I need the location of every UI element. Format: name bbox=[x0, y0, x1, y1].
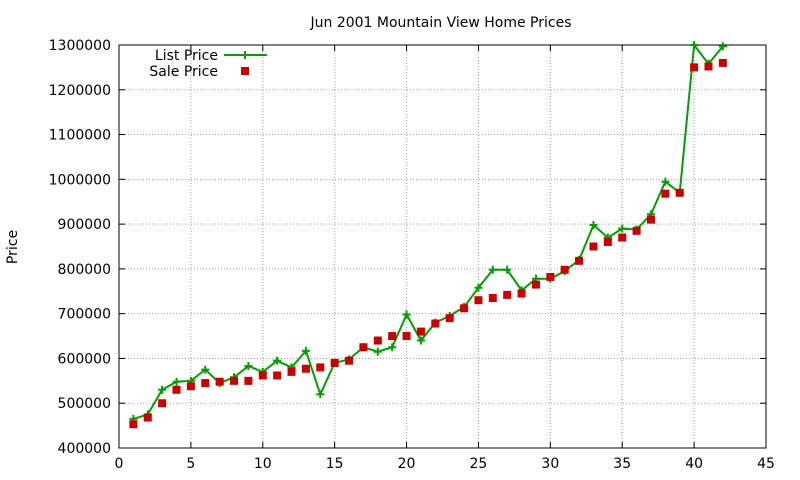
data-point bbox=[359, 343, 368, 352]
data-point bbox=[388, 343, 397, 352]
y-tick-label: 1100000 bbox=[49, 128, 111, 144]
data-point bbox=[345, 356, 354, 365]
x-tick-label: 5 bbox=[186, 456, 195, 472]
y-tick-label: 1200000 bbox=[49, 83, 111, 99]
legend-label: List Price bbox=[155, 48, 218, 64]
x-tick-label: 10 bbox=[254, 456, 272, 472]
legend-marker bbox=[241, 51, 249, 59]
data-point bbox=[603, 238, 612, 247]
y-tick-label: 800000 bbox=[58, 262, 111, 278]
data-point bbox=[230, 376, 239, 385]
y-tick-label: 700000 bbox=[58, 307, 111, 323]
data-point bbox=[172, 377, 181, 386]
data-point bbox=[388, 332, 397, 341]
y-tick-label: 600000 bbox=[58, 351, 111, 367]
data-point bbox=[416, 336, 425, 345]
data-point bbox=[618, 224, 627, 233]
data-point bbox=[301, 364, 310, 373]
data-point bbox=[661, 177, 670, 186]
data-point bbox=[474, 283, 483, 292]
data-point bbox=[287, 367, 296, 376]
data-point bbox=[258, 371, 267, 380]
x-tick-label: 0 bbox=[115, 456, 124, 472]
data-point bbox=[215, 377, 224, 386]
y-tick-label: 900000 bbox=[58, 217, 111, 233]
legend-item: Sale Price bbox=[149, 64, 249, 80]
data-point bbox=[503, 265, 512, 274]
data-point bbox=[416, 327, 425, 336]
data-point bbox=[488, 265, 497, 274]
y-axis-label: Price bbox=[5, 230, 21, 264]
data-point bbox=[431, 319, 440, 328]
data-point bbox=[244, 362, 253, 371]
data-point bbox=[143, 413, 152, 422]
data-point bbox=[646, 215, 655, 224]
x-tick-label: 35 bbox=[613, 456, 631, 472]
y-tick-label: 500000 bbox=[58, 396, 111, 412]
data-point bbox=[589, 242, 598, 251]
series-layer bbox=[129, 41, 727, 429]
plot-frame bbox=[118, 44, 767, 449]
data-point bbox=[129, 420, 138, 429]
data-point bbox=[273, 356, 282, 365]
y-tick-label: 1300000 bbox=[49, 38, 111, 54]
data-point bbox=[373, 347, 382, 356]
x-tick-label: 20 bbox=[398, 456, 416, 472]
x-tick-label: 30 bbox=[541, 456, 559, 472]
data-point bbox=[158, 399, 167, 408]
data-point bbox=[560, 265, 569, 274]
data-point bbox=[690, 63, 699, 72]
legend-marker bbox=[241, 67, 249, 75]
data-point bbox=[718, 42, 727, 51]
y-tick-label: 1000000 bbox=[49, 172, 111, 188]
data-point bbox=[632, 226, 641, 235]
data-point bbox=[517, 289, 526, 298]
data-point bbox=[201, 365, 210, 374]
data-point bbox=[330, 358, 339, 367]
data-point bbox=[402, 332, 411, 341]
data-point bbox=[244, 376, 253, 385]
data-point bbox=[718, 58, 727, 67]
data-point bbox=[488, 293, 497, 302]
data-point bbox=[503, 290, 512, 299]
x-tick-label: 25 bbox=[470, 456, 488, 472]
data-point bbox=[301, 346, 310, 355]
grid bbox=[119, 45, 766, 448]
data-point bbox=[589, 221, 598, 230]
data-point bbox=[618, 233, 627, 242]
data-point bbox=[690, 41, 699, 49]
chart-title: Jun 2001 Mountain View Home Prices bbox=[310, 15, 572, 31]
data-point bbox=[445, 314, 454, 323]
x-tick-label: 15 bbox=[326, 456, 344, 472]
data-point bbox=[661, 189, 670, 198]
data-point bbox=[675, 188, 684, 197]
data-point bbox=[201, 379, 210, 388]
data-point bbox=[704, 62, 713, 71]
data-point bbox=[316, 363, 325, 372]
data-point bbox=[172, 385, 181, 394]
data-point bbox=[575, 256, 584, 265]
data-point bbox=[474, 296, 483, 305]
y-tick-label: 400000 bbox=[58, 441, 111, 457]
data-point bbox=[186, 382, 195, 391]
data-point bbox=[402, 310, 411, 319]
legend-item: List Price bbox=[155, 48, 267, 64]
series-sale-price bbox=[129, 58, 727, 429]
data-point bbox=[158, 385, 167, 394]
axis-ticks: 0 5 10 15 20 25 30 35 40 45 400000 500000 600000 7000… bbox=[49, 38, 775, 472]
data-point bbox=[373, 336, 382, 345]
data-point bbox=[460, 304, 469, 313]
data-point bbox=[316, 390, 325, 399]
legend-label: Sale Price bbox=[149, 64, 218, 80]
x-tick-label: 45 bbox=[757, 456, 775, 472]
data-point bbox=[531, 280, 540, 289]
x-tick-label: 40 bbox=[685, 456, 703, 472]
data-point bbox=[273, 371, 282, 380]
data-point bbox=[546, 272, 555, 281]
